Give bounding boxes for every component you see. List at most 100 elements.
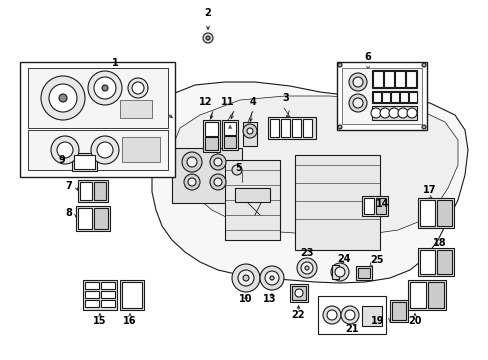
Circle shape <box>97 142 113 158</box>
Circle shape <box>214 178 222 186</box>
Circle shape <box>345 310 354 320</box>
Bar <box>94 182 106 200</box>
Circle shape <box>231 264 260 292</box>
Bar <box>20 62 175 177</box>
Circle shape <box>334 267 345 277</box>
Circle shape <box>305 266 308 270</box>
Bar <box>28 68 168 128</box>
Circle shape <box>326 310 336 320</box>
Circle shape <box>186 157 197 167</box>
Circle shape <box>379 108 389 118</box>
Text: 22: 22 <box>291 310 304 320</box>
Bar <box>383 71 393 87</box>
Circle shape <box>397 108 407 118</box>
Bar <box>317 296 385 334</box>
Bar <box>361 306 381 326</box>
Circle shape <box>323 306 340 324</box>
Bar <box>28 130 168 170</box>
Text: 21: 21 <box>345 324 358 334</box>
Bar <box>389 300 407 322</box>
Bar <box>120 280 143 310</box>
Text: 9: 9 <box>58 155 65 165</box>
Circle shape <box>421 125 425 129</box>
Bar <box>204 122 218 136</box>
Bar <box>375 198 385 214</box>
Text: 24: 24 <box>337 254 350 264</box>
Bar <box>269 119 279 137</box>
Circle shape <box>340 306 358 324</box>
Circle shape <box>348 94 366 112</box>
Bar <box>267 117 315 139</box>
Bar <box>371 91 416 103</box>
Text: 4: 4 <box>249 97 256 107</box>
Text: 2: 2 <box>204 8 211 18</box>
Circle shape <box>94 77 116 99</box>
Circle shape <box>91 136 119 164</box>
Text: 20: 20 <box>407 316 421 326</box>
Bar <box>371 70 416 88</box>
Circle shape <box>132 82 143 94</box>
Bar <box>83 280 117 310</box>
Text: 7: 7 <box>65 181 72 191</box>
Text: 15: 15 <box>93 316 106 326</box>
Text: 3: 3 <box>282 93 288 103</box>
Bar <box>357 268 369 278</box>
Text: 5: 5 <box>235 163 241 173</box>
Circle shape <box>330 263 348 281</box>
Circle shape <box>264 271 279 285</box>
Polygon shape <box>152 82 467 283</box>
Circle shape <box>187 178 196 186</box>
Bar <box>361 196 387 216</box>
Circle shape <box>88 71 122 105</box>
Bar <box>101 282 115 289</box>
Circle shape <box>421 63 425 67</box>
Circle shape <box>352 77 362 87</box>
Bar <box>331 265 338 279</box>
Bar <box>289 284 307 302</box>
Bar <box>355 266 371 280</box>
Bar <box>122 137 160 162</box>
Text: 17: 17 <box>423 185 436 195</box>
Circle shape <box>214 158 222 166</box>
Bar <box>399 92 407 102</box>
Circle shape <box>370 108 380 118</box>
Text: 12: 12 <box>198 97 212 107</box>
Bar <box>74 155 95 169</box>
Bar <box>291 286 305 300</box>
Circle shape <box>301 262 312 274</box>
Bar <box>303 119 311 137</box>
Text: 10: 10 <box>239 294 252 304</box>
Bar <box>224 122 236 135</box>
Bar <box>72 153 97 171</box>
Text: 11: 11 <box>220 97 234 107</box>
Bar <box>408 92 416 102</box>
Bar <box>281 119 289 137</box>
Bar <box>224 160 280 240</box>
Bar <box>291 119 301 137</box>
Text: 18: 18 <box>432 238 446 248</box>
Circle shape <box>260 266 284 290</box>
Bar <box>101 291 115 298</box>
Bar <box>336 62 426 130</box>
Circle shape <box>352 98 362 108</box>
Bar <box>94 208 108 229</box>
Circle shape <box>269 276 273 280</box>
Bar <box>407 280 445 310</box>
Bar <box>419 250 434 274</box>
Text: 8: 8 <box>65 208 72 218</box>
Bar <box>203 120 220 152</box>
Text: 19: 19 <box>370 316 384 326</box>
Bar <box>419 200 434 226</box>
Bar <box>78 208 92 229</box>
Circle shape <box>294 289 303 297</box>
Circle shape <box>59 94 67 102</box>
Bar <box>85 291 99 298</box>
Circle shape <box>205 36 209 40</box>
Bar <box>427 282 443 308</box>
Circle shape <box>203 33 213 43</box>
Text: 23: 23 <box>300 248 313 258</box>
Bar <box>294 155 379 250</box>
Circle shape <box>209 154 225 170</box>
Circle shape <box>57 142 73 158</box>
Polygon shape <box>174 96 457 235</box>
